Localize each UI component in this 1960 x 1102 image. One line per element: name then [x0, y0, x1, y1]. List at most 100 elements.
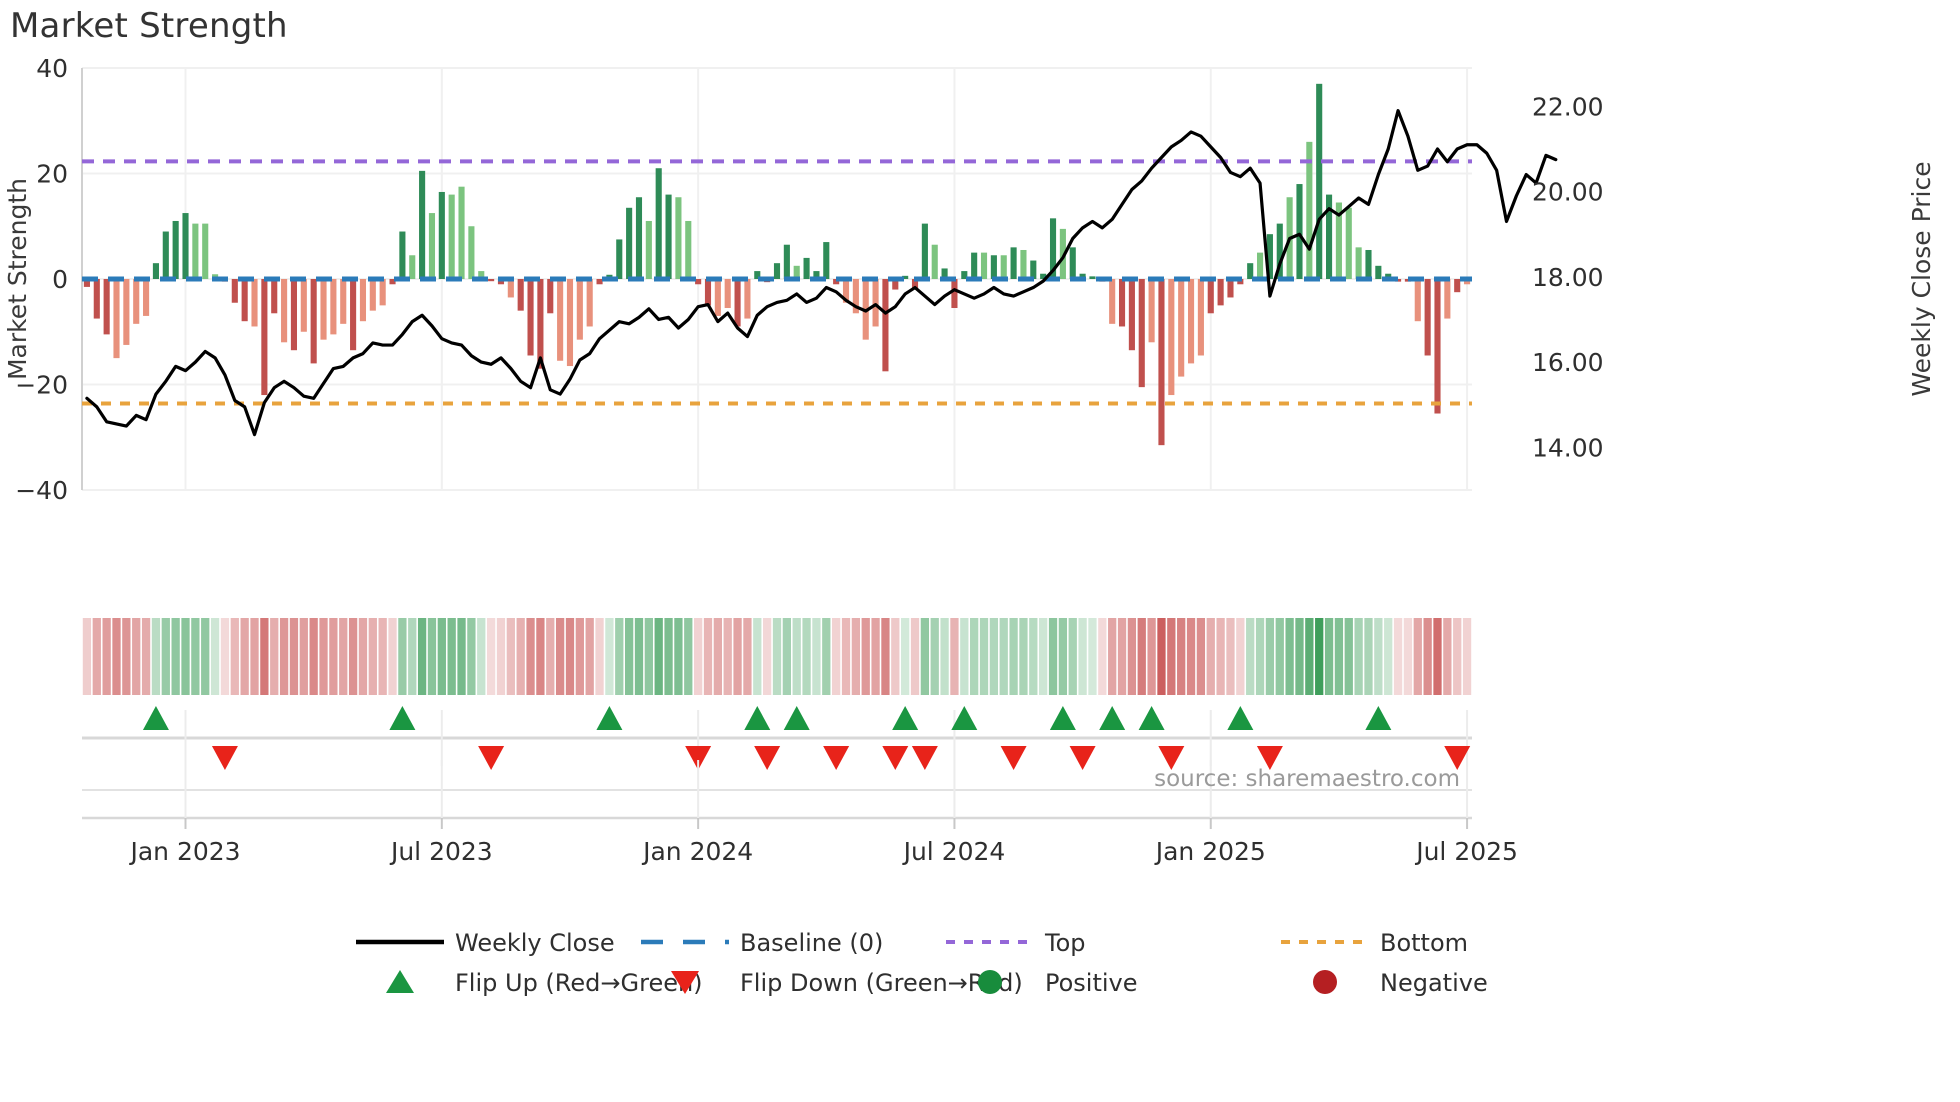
bar	[537, 279, 544, 369]
legend-item[interactable]: Negative	[1313, 969, 1488, 997]
heatmap-cell	[743, 618, 752, 695]
bar	[1434, 279, 1441, 414]
bar	[350, 279, 357, 351]
x-tick-label: Jan 2023	[128, 837, 240, 866]
heatmap-cell	[1147, 618, 1156, 695]
heatmap-cell	[1108, 618, 1117, 695]
legend-label: Baseline (0)	[740, 929, 883, 957]
heatmap-cell	[782, 618, 791, 695]
heatmap-cell	[832, 618, 841, 695]
heatmap-cell	[1462, 618, 1472, 695]
heatmap-cell	[555, 618, 565, 695]
heatmap-cell	[920, 618, 930, 695]
bar	[1040, 273, 1047, 279]
legend-item[interactable]: Weekly Close	[356, 929, 615, 957]
legend-item[interactable]: Positive	[978, 969, 1138, 997]
y-axis-title-right: Weekly Close Price	[1907, 161, 1936, 396]
y-axis-ticks-left: 40 20 0 −20 −40	[15, 54, 68, 505]
legend-item[interactable]: Flip Up (Red→Green)	[386, 969, 703, 997]
heatmap-cell	[861, 618, 870, 695]
heatmap-cell	[763, 618, 772, 695]
bar	[271, 279, 278, 314]
heatmap-cell	[664, 618, 673, 695]
bar	[1010, 247, 1017, 279]
bar	[340, 279, 347, 324]
legend-item[interactable]: Flip Down (Green→Red)	[671, 969, 1023, 997]
heatmap-cell	[575, 618, 584, 695]
bar	[1464, 279, 1471, 285]
flip-up-marker	[892, 706, 919, 730]
y2-tick-label: 14.00	[1532, 433, 1604, 462]
heatmap-cell	[1048, 618, 1058, 695]
flip-markers-panel	[82, 706, 1472, 770]
bar	[517, 279, 524, 311]
flip-down-marker	[882, 746, 909, 770]
flip-up-marker	[596, 706, 623, 730]
bar	[1207, 279, 1214, 314]
heatmap-cell	[92, 618, 101, 695]
y-tick-label: −20	[15, 371, 68, 400]
bar	[1375, 265, 1382, 279]
heatmap-cell	[1285, 618, 1294, 695]
heatmap-cell	[841, 618, 851, 695]
heatmap-cell	[1246, 618, 1255, 695]
heatmap-cell	[279, 618, 289, 695]
legend-item[interactable]: Top	[946, 929, 1086, 957]
heatmap-cell	[940, 618, 949, 695]
heatmap-cell	[270, 618, 279, 695]
heatmap-cell	[1009, 618, 1018, 695]
heatmap-cell	[1255, 618, 1265, 695]
heatmap-cell	[1226, 618, 1235, 695]
heatmap-cell	[1157, 618, 1166, 695]
flip-up-marker	[744, 706, 771, 730]
heatmap-cell	[644, 618, 653, 695]
bar	[1020, 249, 1027, 279]
bar	[1109, 279, 1116, 324]
bar	[675, 197, 682, 279]
bar	[1158, 279, 1165, 446]
heatmap-cell	[467, 618, 476, 695]
heatmap-cell	[486, 618, 496, 695]
heatmap-cell	[289, 618, 299, 695]
bar	[1118, 279, 1126, 327]
bar	[527, 279, 534, 356]
heatmap-cell	[634, 618, 644, 695]
flip-down-marker	[754, 746, 781, 770]
heatmap-cell	[151, 618, 161, 695]
heatmap-cell	[1443, 618, 1452, 695]
bar	[1030, 260, 1037, 279]
heatmap-cell	[210, 618, 220, 695]
heatmap-cell	[1236, 618, 1245, 695]
bar	[93, 279, 100, 319]
heatmap-cell	[1068, 618, 1077, 695]
heatmap-cell	[398, 618, 407, 695]
legend-item[interactable]: Baseline (0)	[641, 929, 883, 957]
bar	[419, 170, 426, 279]
bar	[566, 279, 574, 367]
heatmap-cell	[447, 618, 456, 695]
heatmap-cell	[881, 618, 890, 695]
heatmap-cell	[753, 618, 762, 695]
heatmap-cell	[546, 618, 555, 695]
heatmap-cell	[1216, 618, 1225, 695]
bar	[990, 255, 997, 279]
heatmap-cell	[358, 618, 368, 695]
bar	[143, 279, 150, 316]
heatmap-cell	[654, 618, 663, 695]
bar	[1148, 279, 1155, 343]
bar	[704, 279, 712, 306]
bar	[911, 279, 919, 290]
bar	[330, 279, 337, 335]
flip-up-marker	[1227, 706, 1254, 730]
bar	[892, 279, 899, 290]
bar	[951, 279, 958, 309]
bar	[842, 279, 850, 303]
legend-item[interactable]: Bottom	[1281, 929, 1468, 957]
bar	[241, 279, 248, 322]
bar	[655, 168, 662, 279]
bar	[793, 265, 800, 279]
heatmap-cell	[1433, 618, 1442, 695]
bar	[428, 213, 436, 279]
heatmap-cell	[1315, 618, 1324, 695]
heatmap-cell	[141, 618, 151, 695]
